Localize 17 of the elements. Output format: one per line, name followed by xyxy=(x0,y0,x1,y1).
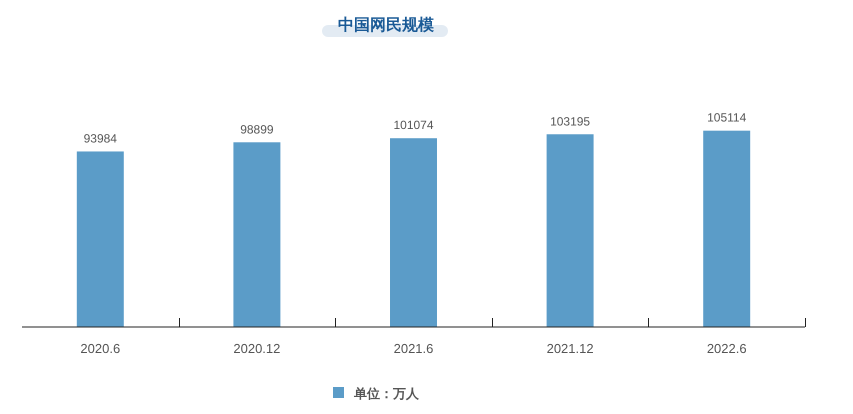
x-tick-label: 2020.6 xyxy=(80,341,120,356)
data-label: 101074 xyxy=(393,118,434,132)
legend-label: 单位：万人 xyxy=(353,386,420,401)
bar xyxy=(390,138,437,327)
x-tick-label: 2021.6 xyxy=(394,341,434,356)
chart-title: 中国网民规模 xyxy=(338,16,434,34)
bar xyxy=(546,134,594,327)
data-label: 103195 xyxy=(550,114,590,128)
bar xyxy=(233,142,280,327)
data-label: 93984 xyxy=(84,131,118,146)
x-tick-label: 2022.6 xyxy=(706,341,747,356)
bar xyxy=(76,151,124,327)
data-label: 105114 xyxy=(707,110,747,125)
data-label: 98899 xyxy=(240,122,274,136)
x-tick-label: 2021.12 xyxy=(546,341,594,356)
x-tick-label: 2020.12 xyxy=(233,341,280,356)
bar xyxy=(703,130,750,327)
